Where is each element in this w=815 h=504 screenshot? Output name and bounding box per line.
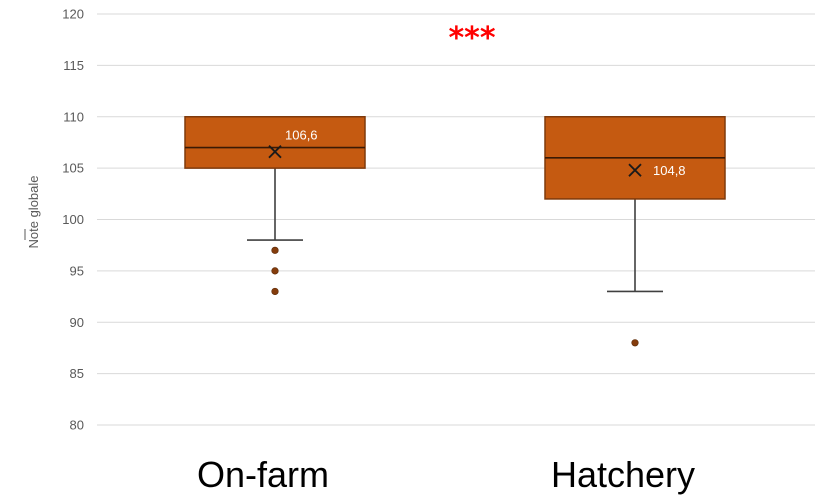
category-label-hatchery: Hatchery <box>551 454 695 495</box>
category-label-on-farm: On-farm <box>197 454 329 495</box>
y-axis-ticks: 120 115 110 105 100 95 90 85 80 <box>62 7 84 433</box>
significance-annotation: *** <box>448 21 495 56</box>
box-hatchery: 104,8 <box>544 115 726 347</box>
y-tick-label-115: 115 <box>63 58 84 73</box>
category-labels: On-farm Hatchery <box>197 454 695 495</box>
outlier-point <box>271 287 279 296</box>
outlier-point <box>271 267 279 275</box>
y-tick-label-85: 85 <box>70 366 84 381</box>
y-tick-label-90: 90 <box>70 315 84 330</box>
grid-lines <box>97 13 815 426</box>
mean-label: 104,8 <box>653 163 686 178</box>
box-series: 106,6 104,8 <box>184 115 726 347</box>
y-tick-label-95: 95 <box>70 263 84 278</box>
box-on-farm: 106,6 <box>184 115 366 296</box>
y-tick-label-105: 105 <box>62 161 84 176</box>
y-tick-label-120: 120 <box>62 7 84 22</box>
y-axis-label: Note globale <box>26 176 41 249</box>
outlier-point <box>271 246 279 254</box>
mean-marker-b <box>628 163 642 177</box>
y-tick-label-80: 80 <box>70 418 84 433</box>
y-tick-label-100: 100 <box>62 212 84 227</box>
outlier-point <box>631 339 639 347</box>
mean-marker-b <box>268 145 282 159</box>
iqr-box <box>184 116 366 169</box>
mean-label: 106,6 <box>285 128 318 143</box>
y-tick-label-110: 110 <box>63 109 84 124</box>
